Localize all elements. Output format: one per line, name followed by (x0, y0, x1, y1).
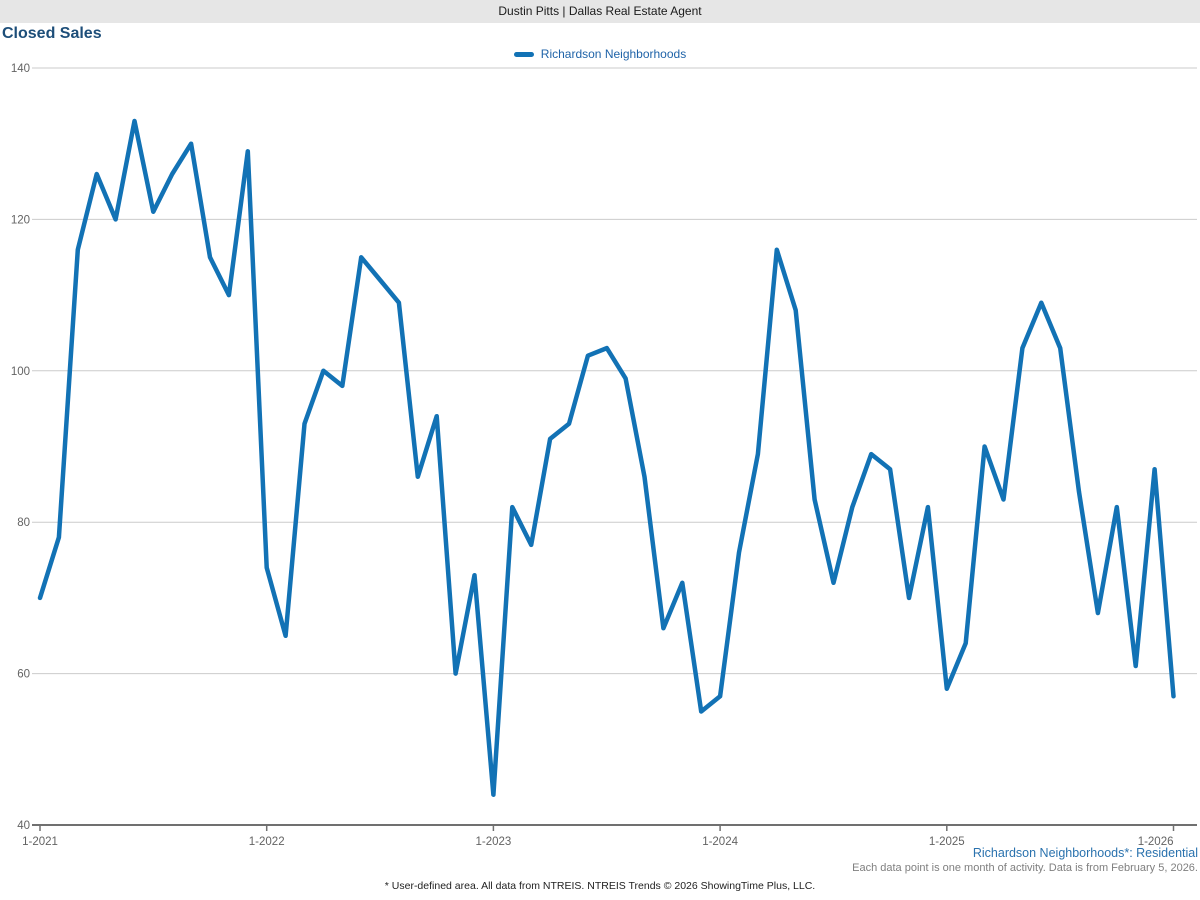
series-line-richardson-neighborhoods (37, 118, 1176, 797)
chart-legend: Richardson Neighborhoods (0, 47, 1200, 61)
y-axis-label-60: 60 (17, 669, 30, 681)
y-axis-label-40: 40 (17, 820, 30, 832)
x-axis-label-1-2022: 1-2022 (249, 836, 285, 848)
header-title: Dustin Pitts | Dallas Real Estate Agent (498, 4, 702, 18)
x-axis-label-1-2026: 1-2026 (1138, 836, 1174, 848)
x-axis-label-1-2021: 1-2021 (22, 836, 58, 848)
footnote-source: * User-defined area. All data from NTREI… (384, 880, 816, 892)
y-axis-label-140: 140 (11, 63, 30, 75)
x-axis-label-1-2024: 1-2024 (702, 836, 738, 848)
header-bar: Dustin Pitts | Dallas Real Estate Agent (0, 0, 1200, 23)
page-title: Closed Sales (2, 25, 102, 42)
legend-item-label: Richardson Neighborhoods (540, 47, 687, 61)
y-axis-label-100: 100 (11, 366, 30, 378)
y-axis-label-120: 120 (11, 214, 30, 226)
legend-line-swatch (513, 51, 534, 57)
footnote-activity: Each data point is one month of activity… (852, 862, 1198, 874)
x-axis-label-1-2023: 1-2023 (475, 836, 511, 848)
x-axis-label-1-2025: 1-2025 (929, 836, 965, 848)
y-axis-label-80: 80 (17, 517, 30, 529)
legend-item-richardson[interactable]: Richardson Neighborhoods (513, 47, 687, 61)
footnote-series: Richardson Neighborhoods*: Residential (972, 846, 1198, 860)
